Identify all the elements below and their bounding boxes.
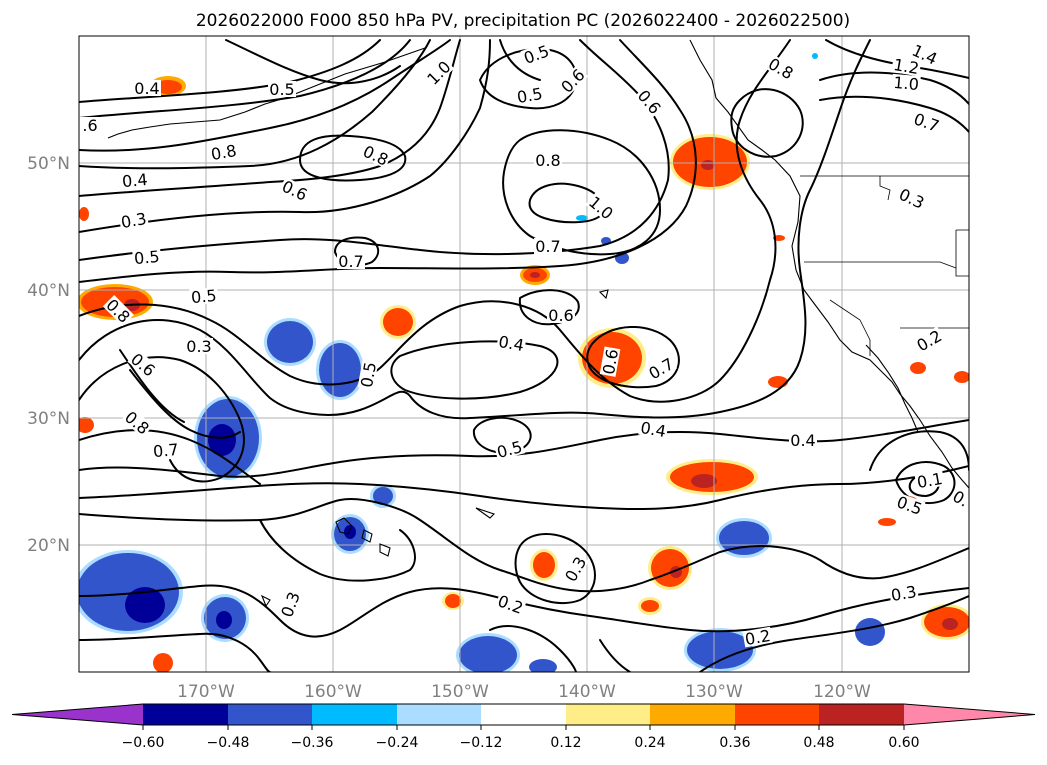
pv-label-0-4-w: 0.4 [121, 170, 148, 191]
precip-neg-west35 [264, 318, 316, 366]
coast-islands-misc [260, 289, 609, 608]
colorbar-label-4: −0.24 [376, 735, 419, 751]
pv-label-0-8-w: 0.8 [210, 141, 238, 164]
precip-pos-east25 [666, 459, 758, 495]
colorbar-label-7: 0.24 [634, 735, 665, 751]
colorbar-label-9: 0.48 [803, 735, 834, 751]
pv-label-0-4-s: 0.4 [639, 418, 667, 441]
coast-hawaii [335, 517, 391, 557]
colorbar-label-6: 0.12 [550, 735, 581, 751]
colorbar-label-10: 0.60 [888, 735, 919, 751]
colorbar-bin-9 [819, 704, 904, 725]
coastlines [107, 39, 969, 608]
precip-pos-south1 [530, 549, 558, 581]
colorbar-bin-7 [650, 704, 735, 725]
pv-label-0-4-nw: 0.4 [134, 79, 159, 98]
lon-label-140w: 140°W [558, 682, 616, 702]
map-panel: 0.4 0.5 1.0 0.5 0.5 0.6 0.6 0.8 1.4 1.2 … [78, 35, 972, 673]
map-background [79, 36, 969, 672]
coast-north-america [689, 39, 969, 489]
precip-neg-east20 [716, 518, 772, 558]
precip-pos-south3 [638, 597, 662, 615]
colorbar-bin-4 [397, 704, 482, 725]
lat-label-40n: 40°N [27, 281, 70, 301]
map-frame [78, 35, 970, 673]
latitude-labels: 20°N 30°N 40°N 50°N [27, 154, 70, 556]
colorbar-label-2: −0.48 [207, 735, 250, 751]
pv-label-0-3-se: 0.3 [890, 582, 918, 605]
precip-neg-mid35 [316, 340, 364, 400]
pv-label-0-4-se: 0.4 [790, 431, 815, 450]
pv-label-0-7-sw: 0.7 [152, 440, 179, 461]
lat-label-50n: 50°N [27, 154, 70, 174]
precip-pos-gulf-alaska [670, 134, 750, 190]
colorbar: −0.60 −0.48 −0.36 −0.24 −0.12 0.12 0.24 … [11, 703, 1036, 751]
lat-label-30n: 30°N [27, 409, 70, 429]
pv-label-0-5-ne2: 0.5 [516, 84, 544, 107]
pv-label-0-7-center: 0.7 [338, 252, 363, 271]
pv-label-0-2-se: 0.2 [744, 626, 772, 649]
precip-pos-se-corner [921, 604, 969, 640]
coast-aleutians [107, 47, 426, 139]
pv-label-0-5-w: 0.5 [133, 247, 160, 268]
pv-label-0-7-mid: 0.7 [535, 237, 560, 256]
lon-label-130w: 130°W [685, 682, 743, 702]
precip-pos-south2 [648, 546, 692, 590]
precip-pos-midpac [380, 305, 416, 339]
pv-label-0-4-c: 0.4 [497, 332, 525, 355]
colorbar-label-8: 0.36 [719, 735, 750, 751]
pv-label-1-0-ne: 1.0 [893, 73, 920, 94]
colorbar-label-5: −0.12 [460, 735, 503, 751]
lat-label-20n: 20°N [27, 536, 70, 556]
colorbar-label-1: −0.60 [122, 735, 165, 751]
figure-title: 2026022000 F000 850 hPa PV, precipitatio… [196, 11, 850, 31]
lon-label-170w: 170°W [177, 682, 235, 702]
coast-baja [865, 344, 919, 433]
colorbar-extend-high [904, 704, 1035, 725]
pv-label-0-1-se: 0.1 [916, 469, 944, 492]
colorbar-bin-5 [481, 704, 566, 725]
colorbar-ticks [142, 725, 905, 730]
colorbar-bin-6 [566, 704, 651, 725]
colorbar-bin-8 [735, 704, 820, 725]
lon-label-150w: 150°W [431, 682, 489, 702]
colorbar-bin-1 [143, 704, 228, 725]
pv-label-0-3-sw: 0.3 [186, 337, 211, 356]
colorbar-label-3: −0.36 [291, 735, 334, 751]
pv-label-0-5-c: 0.5 [357, 361, 380, 389]
pv-label-0-9-se: 0. [949, 487, 972, 511]
precip-pos-small1 [520, 265, 550, 285]
colorbar-extend-low [12, 704, 143, 725]
precip-neg-south170 [201, 594, 249, 642]
colorbar-bin-3 [312, 704, 397, 725]
political-borders [800, 175, 969, 356]
longitude-labels: 170°W 160°W 150°W 140°W 130°W 120°W [177, 682, 871, 702]
precip-pos-south4 [442, 592, 464, 610]
lon-label-160w: 160°W [304, 682, 362, 702]
precip-neg-south-mid [456, 633, 520, 672]
precip-neg-west30 [194, 396, 262, 480]
lon-label-120w: 120°W [813, 682, 871, 702]
pv-label-0-3-w: 0.3 [120, 209, 148, 232]
precip-neg-sw-corner [79, 550, 183, 634]
pv-label-1-2: 1.2 [892, 55, 920, 78]
pv-label-0-6-c: 0.6 [548, 306, 573, 325]
pv-label-0-6-west: .6 [82, 116, 97, 135]
precip-neg-hawaii1 [331, 514, 369, 554]
pv-label-0-6-rot: 0.6 [599, 348, 622, 376]
pv-label-0-8-mid: 0.8 [535, 151, 560, 170]
pv-label-0-5-top: 0.5 [269, 80, 294, 99]
pv-label-0-5-w2: 0.5 [190, 286, 217, 307]
colorbar-bin-2 [228, 704, 313, 725]
precip-neg-south-east [684, 628, 756, 672]
